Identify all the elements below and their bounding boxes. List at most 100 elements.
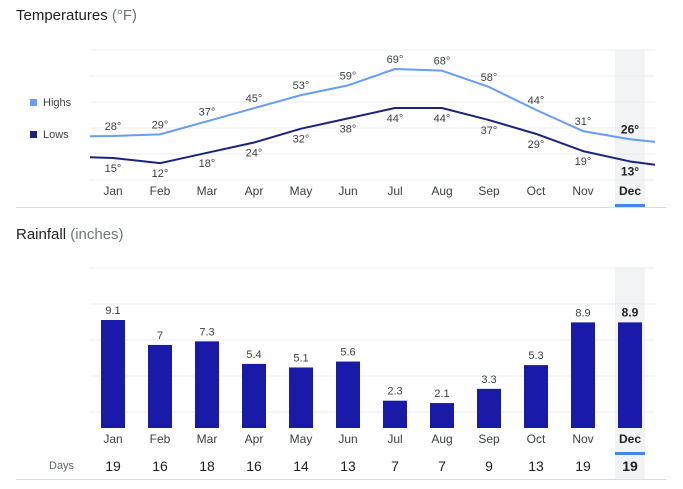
high-temp-label: 69° — [387, 54, 404, 66]
lows-legend-label: Lows — [43, 129, 69, 141]
temp-month-tab[interactable]: Mar — [197, 184, 218, 198]
high-temp-label: 53° — [293, 80, 310, 92]
highs-line — [89, 68, 656, 143]
low-temp-label: 19° — [575, 156, 592, 168]
rainfall-bar[interactable] — [524, 365, 548, 428]
temp-month-tab[interactable]: Nov — [572, 184, 593, 198]
rainfall-value-label: 2.3 — [387, 386, 402, 398]
rain-days-value: 13 — [340, 458, 356, 474]
low-temp-label: 38° — [340, 123, 357, 135]
rainfall-value-label: 3.3 — [481, 374, 496, 386]
rainfall-bar[interactable] — [289, 367, 313, 428]
temp-month-tab[interactable]: May — [290, 184, 313, 198]
rainfall-value-label: 5.4 — [246, 349, 261, 361]
high-temp-label: 26° — [621, 122, 639, 136]
high-temp-label: 68° — [434, 56, 451, 68]
low-temp-label: 32° — [293, 134, 310, 146]
rainfall-value-label: 5.1 — [293, 352, 308, 364]
rain-month-tab[interactable]: Nov — [572, 432, 593, 446]
rainfall-divider — [16, 479, 666, 480]
temp-month-tab[interactable]: Oct — [527, 184, 546, 198]
rain-month-tab[interactable]: Jan — [103, 432, 122, 446]
temp-month-tab[interactable]: Feb — [150, 184, 171, 198]
rainfall-value-label: 8.9 — [622, 305, 639, 319]
high-temp-label: 31° — [575, 116, 592, 128]
high-temp-label: 44° — [528, 95, 545, 107]
rain-month-tab[interactable]: Feb — [150, 432, 171, 446]
rain-days-value: 19 — [105, 458, 121, 474]
rainfall-bar[interactable] — [618, 322, 642, 428]
low-temp-label: 44° — [434, 113, 451, 125]
rainfall-bar[interactable] — [242, 363, 266, 428]
rainfall-value-label: 5.3 — [528, 350, 543, 362]
lows-line — [89, 107, 656, 166]
highs-legend-swatch — [30, 99, 37, 106]
rain-days-value: 16 — [152, 458, 168, 474]
rainfall-title: Rainfall (inches) — [16, 226, 124, 243]
temp-month-tab[interactable]: Apr — [245, 184, 264, 198]
rainfall-value-label: 7 — [157, 330, 163, 342]
high-temp-label: 58° — [481, 72, 498, 84]
rainfall-value-label: 9.1 — [105, 305, 120, 317]
rain-month-tab[interactable]: Jul — [387, 432, 402, 446]
rain-month-tab[interactable]: Oct — [527, 432, 546, 446]
rain-month-tab[interactable]: Apr — [245, 432, 264, 446]
high-temp-label: 59° — [340, 70, 357, 82]
rain-days-value: 16 — [246, 458, 262, 474]
rain-days-value: 18 — [199, 458, 215, 474]
lows-legend-swatch — [30, 131, 37, 138]
rainfall-value-label: 2.1 — [434, 388, 449, 400]
rainfall-bar[interactable] — [101, 320, 125, 428]
high-temp-label: 37° — [199, 106, 216, 118]
low-temp-label: 15° — [105, 163, 122, 175]
temperatures-unit: (°F) — [111, 7, 138, 24]
high-temp-label: 29° — [152, 119, 169, 131]
highs-legend-label: Highs — [43, 97, 72, 109]
rain-month-tab[interactable]: Mar — [197, 432, 218, 446]
rain-days-value: 7 — [391, 458, 399, 474]
low-temp-label: 12° — [152, 168, 169, 180]
rainfall-value-label: 5.6 — [340, 347, 355, 359]
rain-days-value: 13 — [528, 458, 544, 474]
temp-month-tab[interactable]: Sep — [478, 184, 500, 198]
low-temp-label: 13° — [621, 164, 639, 178]
temp-month-tab[interactable]: Jul — [387, 184, 402, 198]
temp-month-tab[interactable]: Jun — [338, 184, 357, 198]
rain-days-value: 9 — [485, 458, 493, 474]
rainfall-bar[interactable] — [571, 322, 595, 428]
days-label: Days — [49, 460, 75, 472]
rainfall-bar[interactable] — [383, 400, 407, 428]
low-temp-label: 18° — [199, 158, 216, 170]
high-temp-label: 28° — [105, 121, 122, 133]
low-temp-label: 37° — [481, 125, 498, 137]
rainfall-bar[interactable] — [148, 344, 172, 428]
rainfall-bar[interactable] — [430, 403, 454, 428]
rain-month-tab[interactable]: Aug — [431, 432, 452, 446]
rain-month-tab[interactable]: May — [290, 432, 313, 446]
rainfall-unit: (inches) — [70, 226, 124, 243]
rain-days-value: 19 — [575, 458, 591, 474]
low-temp-label: 44° — [387, 113, 404, 125]
rainfall-title-text: Rainfall — [16, 226, 67, 243]
rain-month-tab[interactable]: Jun — [338, 432, 357, 446]
rain-days-value: 7 — [438, 458, 446, 474]
temp-month-tab[interactable]: Aug — [431, 184, 452, 198]
low-temp-label: 29° — [528, 139, 545, 151]
rainfall-value-label: 7.3 — [199, 326, 214, 338]
rain-month-tab[interactable]: Dec — [619, 432, 641, 446]
rain-days-value: 19 — [622, 458, 638, 474]
rain-selected-underline — [615, 452, 645, 455]
rainfall-bar[interactable] — [336, 361, 360, 428]
rain-days-value: 14 — [293, 458, 309, 474]
rainfall-bar[interactable] — [477, 388, 501, 428]
temperatures-divider — [16, 207, 666, 208]
temperatures-title: Temperatures (°F) — [16, 7, 137, 24]
rain-month-tab[interactable]: Sep — [478, 432, 500, 446]
rainfall-value-label: 8.9 — [575, 307, 590, 319]
low-temp-label: 24° — [246, 147, 263, 159]
temp-month-tab[interactable]: Dec — [619, 184, 641, 198]
temp-selected-underline — [615, 204, 645, 207]
temperatures-title-text: Temperatures — [16, 7, 108, 24]
rainfall-bar[interactable] — [195, 341, 219, 428]
temp-month-tab[interactable]: Jan — [103, 184, 122, 198]
